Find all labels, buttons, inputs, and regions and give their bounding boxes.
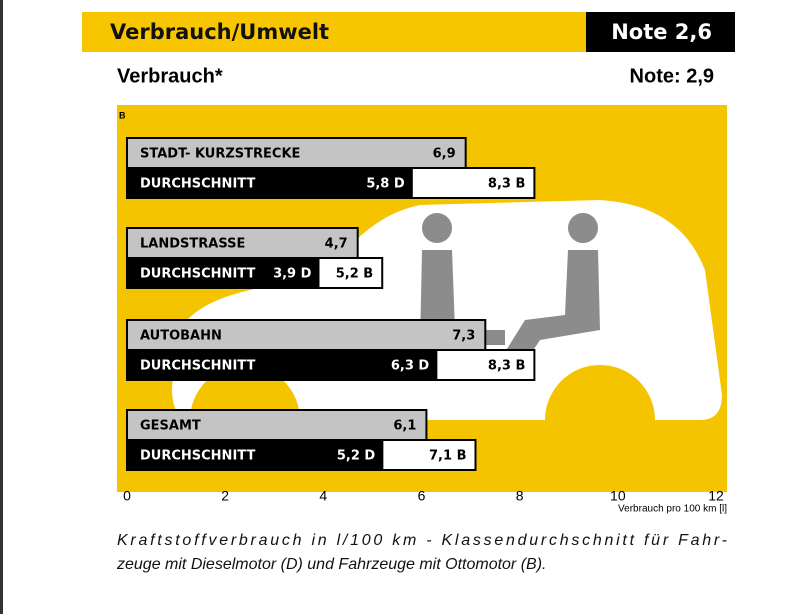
bar xyxy=(410,167,536,199)
head xyxy=(568,213,598,243)
value-label: 5,8 D xyxy=(366,177,405,192)
x-tick-label: 10 xyxy=(610,488,626,504)
average-label: DURCHSCHNITT xyxy=(140,359,255,374)
average-label: DURCHSCHNITT xyxy=(140,449,255,464)
bar xyxy=(126,137,467,169)
left-edge xyxy=(0,0,3,614)
head xyxy=(422,213,452,243)
x-tick-label: 6 xyxy=(418,488,426,504)
value-label: 8,3 B xyxy=(488,359,525,374)
x-tick-label: 0 xyxy=(123,488,131,504)
bar xyxy=(126,167,413,199)
header-grade: Note 2,6 xyxy=(611,20,712,44)
bar xyxy=(381,439,477,471)
caption: zeuge mit Dieselmotor (D) und Fahrzeuge … xyxy=(116,556,546,573)
value-label: 4,7 xyxy=(325,237,348,252)
average-label: DURCHSCHNITT xyxy=(140,177,255,192)
value-label: 6,3 D xyxy=(391,359,430,374)
x-tick-label: 8 xyxy=(516,488,524,504)
x-tick-label: 2 xyxy=(221,488,229,504)
chart-title: Verbrauch* xyxy=(117,65,223,87)
value-label: 6,1 xyxy=(393,419,416,434)
caption: Kraftstoffverbrauch in l/100 km - Klasse… xyxy=(117,532,727,549)
value-label: 3,9 D xyxy=(273,267,312,282)
chart-grade: Note: 2,9 xyxy=(630,65,714,87)
bar xyxy=(126,439,384,471)
x-tick-label: 12 xyxy=(708,488,724,504)
header-title: Verbrauch/Umwelt xyxy=(110,20,329,44)
bar xyxy=(126,227,359,259)
category-label: GESAMT xyxy=(140,419,201,434)
value-label: 7,3 xyxy=(452,329,475,344)
bar xyxy=(126,257,320,289)
category-label: LANDSTRASSE xyxy=(140,237,245,252)
value-label: 7,1 B xyxy=(429,449,466,464)
bar xyxy=(126,349,438,381)
person xyxy=(500,250,600,370)
x-tick-label: 4 xyxy=(319,488,327,504)
bar xyxy=(317,257,384,289)
average-label: DURCHSCHNITT xyxy=(140,267,255,282)
value-label: 5,2 D xyxy=(337,449,376,464)
category-label: AUTOBAHN xyxy=(140,329,222,344)
value-label: 8,3 B xyxy=(488,177,525,192)
grade-box xyxy=(586,12,735,52)
value-label: 5,2 B xyxy=(336,267,373,282)
category-label: STADT- KURZSTRECKE xyxy=(140,147,300,162)
corner-label: B xyxy=(119,110,126,120)
bar xyxy=(435,349,536,381)
x-axis-label: Verbrauch pro 100 km [l] xyxy=(618,504,727,515)
value-label: 6,9 xyxy=(433,147,456,162)
